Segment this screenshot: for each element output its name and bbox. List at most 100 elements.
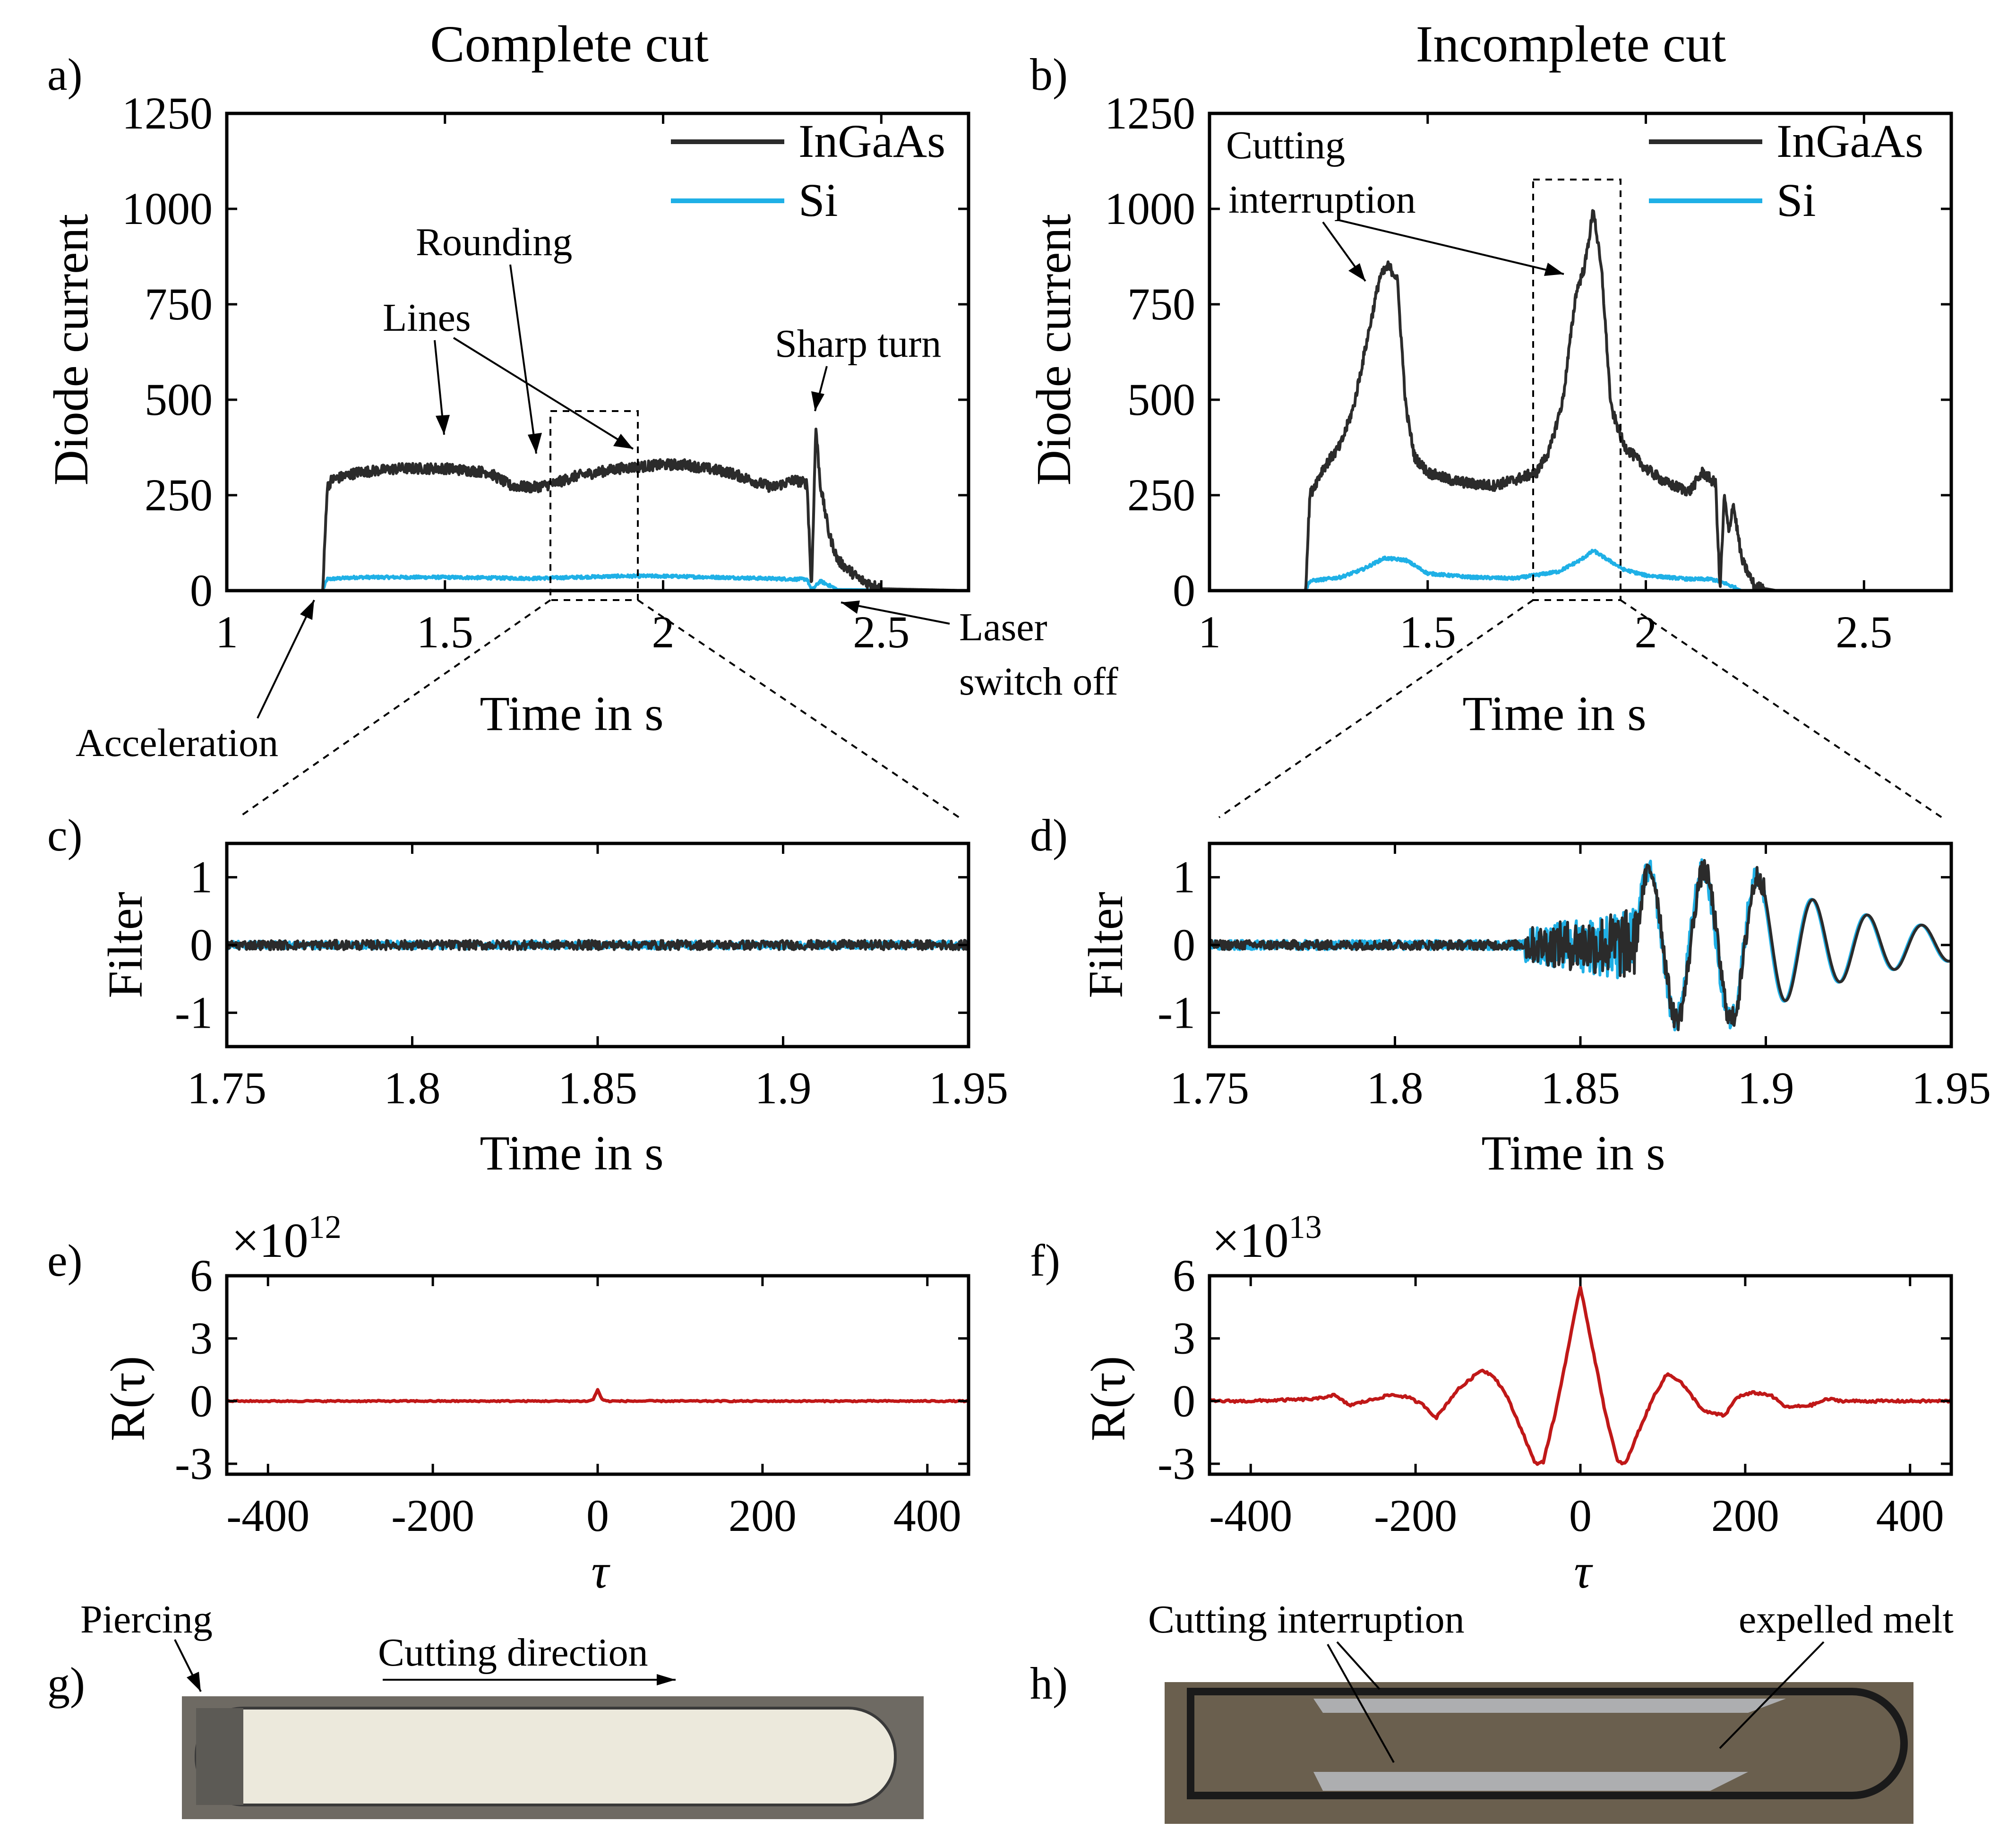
series-d-ingaas-line bbox=[1208, 859, 1952, 1031]
x-tick-label: 1.85 bbox=[1541, 1063, 1620, 1113]
chart-b: 1 1.5 2 2.5 0 250 500 750 1000 1250 bbox=[1105, 88, 1953, 657]
x-tick-label: -400 bbox=[1209, 1490, 1292, 1541]
series-f-r-line bbox=[1208, 1285, 1952, 1466]
ticks-a bbox=[225, 112, 969, 592]
y-tick-label: 1 bbox=[1173, 852, 1195, 902]
ticks-e bbox=[227, 1274, 969, 1474]
series-b-si-line bbox=[1209, 549, 1952, 592]
series-a-ingaas-line bbox=[226, 428, 969, 592]
arrowhead-lines-1 bbox=[436, 415, 450, 435]
anno-laser-2: switch off bbox=[959, 660, 1118, 704]
axes-frame-a bbox=[225, 112, 970, 593]
anno-cutting-1: Cutting bbox=[1226, 123, 1345, 167]
x-tick-label: 1.95 bbox=[1912, 1063, 1991, 1113]
x-tick-label: 400 bbox=[1876, 1490, 1944, 1541]
arrowhead-piercing bbox=[187, 1672, 201, 1692]
x-tick-label: 2 bbox=[652, 607, 675, 657]
y-tick-label: 1250 bbox=[1105, 88, 1195, 138]
y-tick-label: 1 bbox=[190, 852, 213, 902]
x-tick-label: 1.95 bbox=[929, 1063, 1008, 1113]
anno-rounding: Rounding bbox=[416, 220, 572, 264]
series-c-ingaas-line bbox=[225, 939, 970, 951]
y-tick-label: -3 bbox=[175, 1438, 213, 1489]
x-tick-label: 0 bbox=[1569, 1490, 1592, 1541]
y-tick-label: 1000 bbox=[1105, 183, 1195, 234]
photo-incomplete-cut bbox=[1165, 1682, 1913, 1824]
x-tick-label: 1.8 bbox=[384, 1063, 441, 1113]
panel-label-e: e) bbox=[47, 1235, 83, 1286]
xlabel-d: Time in s bbox=[1481, 1126, 1665, 1180]
legend-a: InGaAs Si bbox=[671, 115, 945, 226]
ticks-d bbox=[1208, 843, 1953, 1047]
panel-label-c: c) bbox=[47, 810, 83, 860]
x-tick-label: 2.5 bbox=[1836, 607, 1892, 657]
y-tick-label: 0 bbox=[1173, 565, 1195, 616]
x-tick-label: 1.9 bbox=[1738, 1063, 1794, 1113]
arrowhead-sharp-turn bbox=[811, 391, 824, 411]
legend-b: InGaAs Si bbox=[1649, 115, 1923, 226]
y-tick-label: 6 bbox=[190, 1250, 213, 1301]
xlabel-e: τ bbox=[591, 1544, 610, 1598]
legend-ingaas-b: InGaAs bbox=[1776, 115, 1923, 167]
xlabel-b: Time in s bbox=[1462, 687, 1646, 741]
legend-si-b: Si bbox=[1776, 174, 1816, 226]
ylabel-a: Diode current bbox=[44, 214, 98, 486]
arrow-expelled-melt bbox=[1719, 1641, 1825, 1749]
x-tick-label: 2.5 bbox=[853, 607, 909, 657]
photo-g-piercing-area bbox=[196, 1708, 243, 1805]
title-left: Complete cut bbox=[430, 15, 709, 73]
y-tick-label: 6 bbox=[1173, 1250, 1195, 1301]
y-tick-label: 500 bbox=[145, 374, 213, 425]
arrowhead-acceleration bbox=[300, 600, 314, 620]
x-tick-label: 1.5 bbox=[1399, 607, 1456, 657]
y-tick-label: 1000 bbox=[122, 183, 213, 234]
x-tick-label: 400 bbox=[893, 1490, 961, 1541]
arrow-laser bbox=[841, 601, 950, 625]
y-tick-label: -1 bbox=[1158, 987, 1195, 1038]
ylabel-c: Filter bbox=[98, 892, 153, 998]
series-e-r-line bbox=[226, 1388, 969, 1404]
zoom-connector-left-b bbox=[1218, 599, 1534, 818]
x-tick-label: 1.75 bbox=[1170, 1063, 1249, 1113]
chart-d: 1.75 1.8 1.85 1.9 1.95 -1 0 1 bbox=[1158, 842, 1991, 1113]
ylabel-b: Diode current bbox=[1027, 214, 1081, 486]
ylabel-f: R(τ) bbox=[1081, 1356, 1135, 1441]
anno-lines: Lines bbox=[383, 296, 471, 340]
x-tick-label: 1.9 bbox=[755, 1063, 812, 1113]
arrowhead-rounding bbox=[528, 433, 542, 454]
chart-f: -400 -200 0 200 400 -3 0 3 6 bbox=[1158, 1250, 1953, 1541]
y-tick-label: 0 bbox=[1173, 919, 1195, 970]
ticks-f bbox=[1210, 1274, 1951, 1474]
title-right: Incomplete cut bbox=[1416, 15, 1726, 73]
axes-frame-f bbox=[1208, 1274, 1953, 1476]
x-tick-label: 200 bbox=[1711, 1490, 1779, 1541]
axes-frame-b bbox=[1208, 112, 1953, 593]
multiplier-e: ×1012 bbox=[232, 1209, 342, 1268]
panel-label-g: g) bbox=[47, 1658, 85, 1709]
axes-frame-e bbox=[225, 1274, 970, 1476]
y-tick-label: 500 bbox=[1127, 374, 1195, 425]
panel-label-a: a) bbox=[47, 49, 83, 100]
chart-a: 1 1.5 2 2.5 0 250 500 750 1000 1250 bbox=[122, 88, 970, 657]
panel-label-h: h) bbox=[1030, 1658, 1068, 1709]
x-tick-label: -200 bbox=[391, 1490, 474, 1541]
multiplier-f: ×1013 bbox=[1212, 1209, 1322, 1268]
anno-cutting-2: interruption bbox=[1228, 178, 1416, 222]
x-tick-label: 1 bbox=[1198, 607, 1221, 657]
panel-label-f: f) bbox=[1030, 1235, 1060, 1286]
arrow-lines-2 bbox=[453, 337, 634, 450]
photo-complete-cut bbox=[182, 1696, 924, 1819]
arrowhead-cutting-2 bbox=[1544, 263, 1564, 276]
y-tick-label: 1250 bbox=[122, 88, 213, 138]
anno-acceleration: Acceleration bbox=[76, 721, 278, 765]
ticks-c bbox=[225, 843, 970, 1047]
x-tick-label: 1.5 bbox=[417, 607, 473, 657]
arrowhead-cutting-1 bbox=[1348, 263, 1365, 281]
anno-cutting-direction: Cutting direction bbox=[378, 1631, 648, 1675]
xlabel-a: Time in s bbox=[480, 687, 663, 741]
arrowhead-laser bbox=[841, 601, 860, 614]
arrowhead-cutting-direction bbox=[657, 1674, 676, 1685]
anno-laser-1: Laser bbox=[959, 605, 1047, 649]
x-tick-label: 200 bbox=[729, 1490, 797, 1541]
